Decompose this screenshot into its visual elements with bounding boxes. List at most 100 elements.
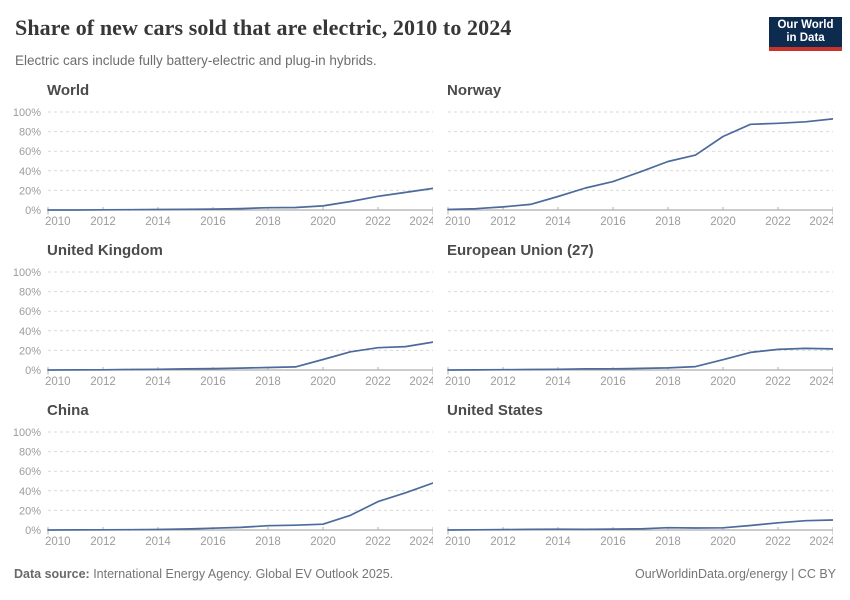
y-axis-label: 80% <box>19 447 41 459</box>
facet-plot: 2010 2012 2014 2016 2018 2020 2022 2024 <box>445 431 833 548</box>
x-axis-label: 2016 <box>600 216 626 228</box>
credit-link[interactable]: OurWorldinData.org/energy | CC BY <box>634 567 836 581</box>
x-axis-label: 2016 <box>200 536 226 548</box>
facet-title: United States <box>447 402 543 419</box>
x-axis-label: 2010 <box>445 536 471 548</box>
x-axis-label: 2014 <box>545 376 571 388</box>
x-axis-label: 2018 <box>655 376 681 388</box>
x-axis-label: 2022 <box>365 376 391 388</box>
x-axis-label: 2020 <box>710 376 736 388</box>
y-axis-label: 80% <box>19 127 41 139</box>
x-axis-label: 2022 <box>765 216 791 228</box>
chart-subtitle: Electric cars include fully battery-elec… <box>15 53 377 68</box>
owid-logo[interactable]: Our World in Data <box>769 17 842 51</box>
facet-title: World <box>47 82 90 99</box>
series-line-world <box>47 187 433 211</box>
x-axis-label: 2024 <box>409 216 433 228</box>
x-axis-label: 2018 <box>255 376 281 388</box>
x-axis-label: 2010 <box>45 216 71 228</box>
facet-title: China <box>47 402 89 419</box>
x-axis-label: 2020 <box>710 216 736 228</box>
y-axis-label: 20% <box>19 345 41 357</box>
owid-logo-line2: in Data <box>786 32 825 44</box>
owid-logo-line1: Our World <box>777 18 834 31</box>
y-axis-label: 0% <box>25 205 41 217</box>
x-axis-label: 2018 <box>255 216 281 228</box>
x-axis-label: 2018 <box>655 536 681 548</box>
x-axis-label: 2024 <box>809 376 833 388</box>
facet-title: European Union (27) <box>447 242 594 259</box>
series-line-norway <box>447 118 833 211</box>
x-axis-label: 2014 <box>145 376 171 388</box>
data-source-text: International Energy Agency. Global EV O… <box>89 567 394 581</box>
y-axis-label: 80% <box>19 287 41 299</box>
x-axis-label: 2012 <box>90 536 116 548</box>
x-axis-label: 2012 <box>90 216 116 228</box>
facet-plot: 0% 20% 40% 60% 80% 100% 2010 2012 2014 2016 2018 20… <box>13 267 433 388</box>
x-axis-label: 2024 <box>809 536 833 548</box>
x-axis-label: 2010 <box>445 376 471 388</box>
series-line-european-union-27 <box>447 347 833 371</box>
x-axis-label: 2024 <box>409 376 433 388</box>
x-axis-label: 2020 <box>310 376 336 388</box>
x-axis-label: 2014 <box>545 216 571 228</box>
x-axis-label: 2016 <box>600 376 626 388</box>
x-axis-label: 2020 <box>310 216 336 228</box>
x-axis-label: 2020 <box>310 536 336 548</box>
page-title: Share of new cars sold that are electric… <box>15 15 512 40</box>
facet-title: Norway <box>447 82 502 99</box>
x-axis-label: 2014 <box>145 216 171 228</box>
facet-china: China 0% 20% 40% 60% 80% 100% 2010 2012 2014 2016 2… <box>10 402 433 550</box>
y-axis-label: 60% <box>19 306 41 318</box>
x-axis-label: 2010 <box>445 216 471 228</box>
x-axis-label: 2022 <box>365 216 391 228</box>
x-axis-label: 2020 <box>710 536 736 548</box>
y-axis-label: 40% <box>19 486 41 498</box>
x-axis-label: 2012 <box>490 376 516 388</box>
y-axis-label: 0% <box>25 365 41 377</box>
facet-united-kingdom: United Kingdom 0% 20% 40% 60% 80% 100% 2010 2012… <box>10 242 433 390</box>
x-axis-label: 2024 <box>409 536 433 548</box>
y-axis-label: 40% <box>19 326 41 338</box>
y-axis-label: 20% <box>19 505 41 517</box>
facet-plot: 2010 2012 2014 2016 2018 2020 2022 2024 <box>445 271 833 388</box>
chart-footer: Data source: International Energy Agency… <box>14 567 836 581</box>
x-axis-label: 2022 <box>765 536 791 548</box>
y-axis-label: 100% <box>13 107 41 119</box>
x-axis-label: 2016 <box>200 376 226 388</box>
x-axis-label: 2022 <box>765 376 791 388</box>
x-axis-label: 2024 <box>809 216 833 228</box>
facet-world: World 0% 20% 40% 60% 80% 100% 2010 2012 2014 2016 2… <box>10 82 433 230</box>
series-line-united-states <box>447 519 833 531</box>
facet-united-states: United States 2010 2012 2014 2016 2018 2020 202… <box>440 402 833 550</box>
facet-european-union-27: European Union (27) 2010 2012 2014 2016 2018 2… <box>440 242 833 390</box>
x-axis-label: 2014 <box>545 536 571 548</box>
facet-title: United Kingdom <box>47 242 163 259</box>
x-axis-label: 2010 <box>45 536 71 548</box>
data-source-note: Data source: International Energy Agency… <box>14 567 393 581</box>
facet-norway: Norway 2010 2012 2014 2016 2018 2020 2022 2024 <box>440 82 833 230</box>
x-axis-label: 2014 <box>145 536 171 548</box>
x-axis-label: 2018 <box>255 536 281 548</box>
y-axis-label: 60% <box>19 466 41 478</box>
y-axis-label: 40% <box>19 166 41 178</box>
x-axis-label: 2016 <box>200 216 226 228</box>
series-line-china <box>47 482 433 531</box>
y-axis-label: 100% <box>13 267 41 279</box>
y-axis-label: 20% <box>19 185 41 197</box>
data-source-label: Data source: <box>14 567 90 581</box>
x-axis-label: 2016 <box>600 536 626 548</box>
y-axis-label: 100% <box>13 427 41 439</box>
x-axis-label: 2022 <box>365 536 391 548</box>
y-axis-label: 0% <box>25 525 41 537</box>
x-axis-label: 2012 <box>490 216 516 228</box>
series-line-united-kingdom <box>47 341 433 371</box>
x-axis-label: 2012 <box>490 536 516 548</box>
y-axis-label: 60% <box>19 146 41 158</box>
facet-plot: 0% 20% 40% 60% 80% 100% 2010 2012 2014 2016 2018 20… <box>13 427 433 548</box>
facet-plot: 2010 2012 2014 2016 2018 2020 2022 2024 <box>445 111 833 228</box>
x-axis-label: 2012 <box>90 376 116 388</box>
x-axis-label: 2010 <box>45 376 71 388</box>
facet-plot: 0% 20% 40% 60% 80% 100% 2010 2012 2014 2016 2018 20… <box>13 107 433 228</box>
